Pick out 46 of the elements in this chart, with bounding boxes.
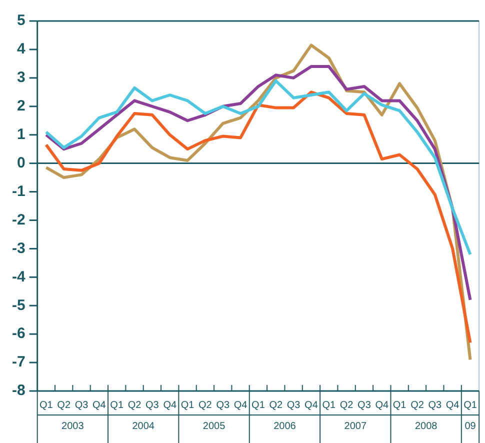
x-tick-label: Q4: [375, 400, 390, 411]
x-tick-label: Q2: [340, 400, 354, 411]
x-tick-label: Q1: [322, 400, 336, 411]
x-tick-label: Q3: [286, 400, 301, 411]
y-tick-label: -1: [12, 182, 26, 200]
x-tick-label: Q2: [128, 400, 142, 411]
y-tick-label: 4: [16, 40, 26, 58]
text: 2006: [274, 420, 296, 432]
y-tick-label: -3: [12, 240, 26, 257]
text: 2008: [414, 420, 438, 432]
text: 09: [464, 420, 476, 432]
text: 2005: [202, 420, 226, 432]
text: 2007: [344, 420, 367, 432]
y-tick-label: 5: [16, 12, 26, 30]
x-tick-label: Q4: [446, 400, 460, 411]
x-tick-label: Q2: [410, 400, 424, 411]
x-tick-label: Q1: [40, 400, 54, 411]
x-tick-label: Q4: [304, 400, 318, 411]
y-tick-label: 1: [16, 126, 26, 143]
y-tick-label: -6: [12, 325, 26, 342]
y-tick-label: 2: [16, 98, 26, 115]
y-tick-label: -8: [12, 382, 26, 400]
x-tick-label: Q3: [428, 400, 442, 411]
x-tick-label: Q1: [464, 400, 478, 411]
x-tick-label: Q1: [180, 400, 195, 411]
text: 2004: [132, 420, 155, 432]
x-tick-label: Q3: [74, 400, 89, 411]
x-tick-label: Q1: [110, 400, 124, 411]
y-tick-label: -4: [12, 268, 26, 286]
y-tick-label: 0: [16, 154, 26, 172]
x-tick-label: Q4: [92, 400, 106, 411]
y-tick-label: -7: [12, 354, 26, 371]
x-tick-label: Q1: [252, 400, 266, 411]
x-tick-label: Q3: [358, 400, 372, 411]
x-tick-label: Q3: [146, 400, 160, 411]
y-tick-label: -5: [12, 296, 26, 314]
x-tick-label: Q3: [216, 400, 230, 411]
y-tick-label: 3: [16, 69, 26, 86]
x-tick-label: Q2: [57, 400, 71, 411]
x-tick-label: Q1: [392, 400, 407, 411]
text: 2003: [62, 420, 84, 432]
x-tick-label: Q2: [198, 400, 212, 411]
x-tick-label: Q4: [163, 400, 177, 411]
x-tick-label: Q4: [234, 400, 248, 411]
y-tick-label: -2: [12, 211, 26, 228]
x-tick-label: Q2: [269, 400, 283, 411]
